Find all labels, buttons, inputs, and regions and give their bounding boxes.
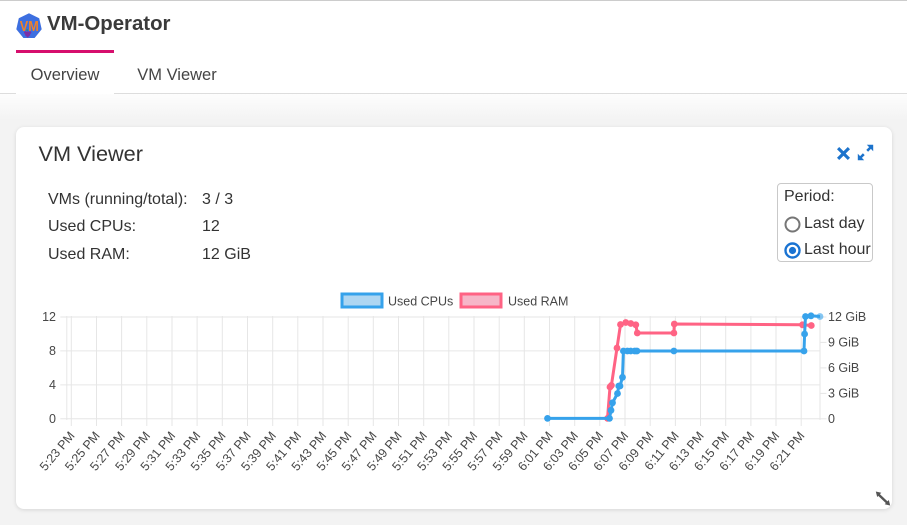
svg-text:4: 4 [49,378,56,392]
svg-text:Used RAM: Used RAM [508,295,568,309]
svg-text:9 GiB: 9 GiB [828,336,859,350]
svg-text:12 GiB: 12 GiB [828,310,866,324]
svg-text:6 GiB: 6 GiB [828,361,859,375]
svg-text:0: 0 [49,412,56,426]
svg-text:3 GiB: 3 GiB [828,387,859,401]
svg-text:Used CPUs: Used CPUs [388,295,453,309]
svg-text:0: 0 [828,412,835,426]
svg-text:12: 12 [42,310,56,324]
svg-text:8: 8 [49,344,56,358]
svg-text:VM: VM [20,18,39,35]
